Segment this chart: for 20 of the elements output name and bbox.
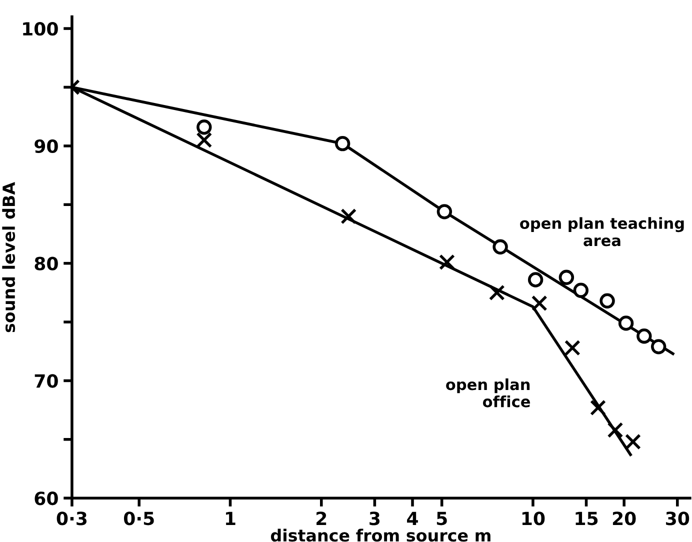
- y-tick-label: 80: [34, 256, 58, 270]
- x-tick-label: 5: [436, 512, 447, 526]
- x-axis-title: distance from source m: [270, 528, 490, 542]
- y-tick-label: 60: [34, 492, 58, 506]
- text: open plan office: [446, 378, 530, 408]
- x-tick-label: 10: [522, 512, 545, 526]
- x-tick-label: 3: [370, 512, 380, 526]
- x-tick-label: 30: [666, 512, 690, 526]
- x-tick-label: 0·5: [124, 512, 154, 526]
- y-axis-title: sound level dBA: [2, 182, 16, 332]
- x-tick-label: 0·3: [56, 512, 87, 526]
- x-tick-label: 4: [407, 512, 418, 526]
- x-tick-label: 2: [316, 512, 326, 526]
- series-label: open plan teaching area: [520, 217, 684, 246]
- x-tick-label: 1: [226, 512, 236, 526]
- x-tick-label: 20: [612, 512, 636, 526]
- y-tick-label: 90: [34, 139, 58, 154]
- y-tick-label: 70: [34, 374, 58, 388]
- y-tick-label: 100: [23, 22, 58, 36]
- x-tick-label: 15: [576, 512, 598, 526]
